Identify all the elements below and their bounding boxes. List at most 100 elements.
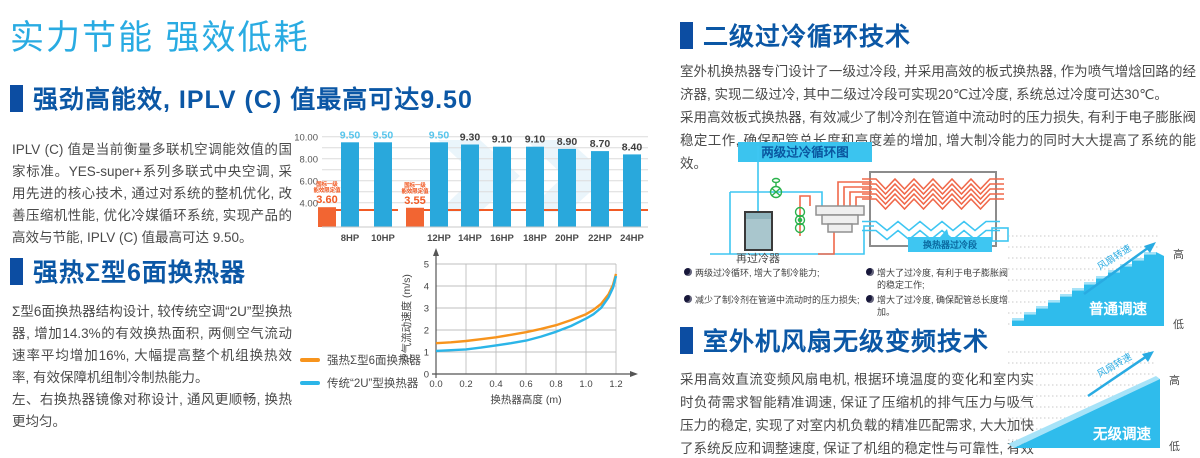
section-header-iplv: 强劲高能效, IPLV (C) 值最高可达9.50: [10, 80, 473, 116]
svg-text:9.50: 9.50: [340, 129, 361, 141]
svg-text:能效限定值: 能效限定值: [402, 187, 430, 195]
section-marker: [680, 326, 693, 354]
expansion-valve-icon: [769, 177, 783, 199]
subcool-bullets: 两级过冷循环, 增大了制冷能力; 增大了过冷度, 有利于电子膨胀阀的稳定工作; …: [684, 267, 1016, 318]
low-label: 低: [1169, 440, 1180, 453]
svg-text:3.55: 3.55: [404, 195, 425, 207]
svg-text:9.10: 9.10: [525, 134, 546, 146]
coil-badge-label: 换热器过冷段: [923, 239, 978, 250]
badge-pointer: [940, 229, 949, 237]
outlet-port: [991, 227, 1009, 242]
svg-text:14HP: 14HP: [458, 233, 482, 244]
svg-text:国标一级: 国标一级: [316, 180, 338, 188]
section-marker: [10, 84, 23, 112]
fan-speed-axis-label: 风扇转速: [1095, 350, 1134, 380]
stepless-speed-label: 无级调速: [1093, 425, 1151, 443]
speed-arrow-head: [1142, 351, 1154, 362]
sigma-paragraph: Σ型6面换热器结构设计, 较传统空调“2U”型换热器, 增加14.3%的有效换热…: [12, 301, 292, 433]
sigma-paragraph-2: 左、右换热器镜像对称设计, 通风更顺畅, 换热更均匀。: [12, 392, 292, 429]
section-header-sigma: 强热Σ型6面换热器: [10, 253, 246, 289]
low-label: 低: [1173, 318, 1184, 331]
bullet-item: 增大了过冷度, 确保配管总长度增加。: [866, 294, 1016, 318]
cycle-bullet-icon: [684, 268, 692, 276]
legend-swatch-blue: [300, 381, 320, 385]
svg-text:6.00: 6.00: [300, 176, 319, 187]
cycle-bullet-icon: [866, 295, 874, 303]
svg-text:9.50: 9.50: [373, 129, 394, 141]
bullet-text: 增大了过冷度, 有利于电子膨胀阀的稳定工作;: [877, 268, 1009, 290]
bullet-item: 两级过冷循环, 增大了制冷能力;: [684, 267, 860, 291]
svg-text:12HP: 12HP: [427, 233, 451, 244]
bullet-text: 两级过冷循环, 增大了制冷能力;: [695, 268, 820, 278]
bullet-item: 减少了制冷剂在管道中流动时的压力损失;: [684, 294, 860, 318]
svg-text:22HP: 22HP: [588, 233, 612, 244]
legend-label: 强热Σ型6面换热器: [327, 355, 422, 367]
svg-text:5: 5: [424, 260, 429, 271]
stepless-speed-graphic: 风扇转速 高 低 无级调速: [1008, 350, 1180, 453]
svg-text:16HP: 16HP: [490, 233, 514, 244]
speed-arrow: [1087, 352, 1151, 398]
diagram-title: 两级过冷循环图: [761, 145, 849, 160]
section-header-fan: 室外机风扇无级变频技术: [680, 322, 989, 358]
heat-exchanger-legend: 强热Σ型6面换热器 传统“2U”型换热器: [300, 352, 421, 391]
subcool-coil-blue: [862, 220, 1000, 241]
svg-text:0.0: 0.0: [429, 379, 442, 390]
coil-badge-box: [908, 237, 992, 252]
step-speed-label: 普通调速: [1089, 300, 1147, 318]
solenoid-valve-icon: [794, 206, 806, 234]
svg-text:4: 4: [424, 282, 429, 293]
svg-text:9.10: 9.10: [492, 134, 513, 146]
svg-text:8.70: 8.70: [590, 138, 611, 150]
ramp-edge-highlight: [1008, 376, 1160, 448]
section-title: 室外机风扇无级变频技术: [703, 328, 990, 356]
svg-text:0.8: 0.8: [549, 379, 562, 390]
subcool-paragraph-1: 室外机换热器专门设计了一级过冷段, 并采用高效的板式换热器, 作为喷气增焓回路的…: [680, 64, 1196, 102]
bullet-text: 减少了制冷剂在管道中流动时的压力损失;: [695, 295, 860, 305]
svg-text:9.30: 9.30: [460, 132, 481, 144]
sigma-paragraph-1: Σ型6面换热器结构设计, 较传统空调“2U”型换热器, 增加14.3%的有效换热…: [12, 304, 292, 385]
svg-text:18HP: 18HP: [523, 233, 547, 244]
svg-text:20HP: 20HP: [555, 233, 579, 244]
svg-text:8HP: 8HP: [341, 233, 360, 244]
svg-text:0.6: 0.6: [519, 379, 532, 390]
page-title: 实力节能 强效低耗: [10, 19, 310, 57]
airflow-line-chart: 0.0 0.2 0.4 0.6 0.8 1.0 1.2 0 1 2 3 4 5 换热器高度 (m) 空气流动…: [400, 248, 638, 406]
svg-text:3.60: 3.60: [316, 194, 337, 206]
subcooler-label: 再过冷器: [736, 252, 780, 264]
step-speed-graphic: 风扇转速 高 低 普通调速: [1008, 235, 1184, 331]
speed-arrow: [1083, 243, 1153, 296]
cyan-pipes: [710, 146, 874, 255]
section-marker: [10, 257, 23, 285]
cycle-bullet-icon: [684, 295, 692, 303]
section-header-subcool: 二级过冷循环技术: [680, 17, 911, 53]
svg-text:2: 2: [424, 326, 429, 337]
section-marker: [680, 21, 693, 49]
svg-text:空气流动速度 (m/s): 空气流动速度 (m/s): [400, 274, 413, 364]
legend-swatch-orange: [300, 358, 320, 362]
diagram-title-box: [738, 142, 872, 162]
svg-text:0.4: 0.4: [489, 379, 502, 390]
svg-text:0: 0: [424, 370, 429, 381]
condenser-coil-orange: [862, 177, 1004, 211]
svg-text:4.00: 4.00: [300, 198, 319, 209]
section-title: 强热Σ型6面换热器: [33, 259, 246, 287]
svg-text:10HP: 10HP: [371, 233, 395, 244]
subcooler-cylinder-top: [746, 213, 771, 219]
legend-label: 传统“2U”型换热器: [327, 378, 419, 390]
cycle-bullet-icon: [866, 268, 874, 276]
iplv-bar-chart: 4.006.008.0010.003.60国标一级能效限定值3.55国标一级能效…: [294, 129, 648, 244]
svg-text:1: 1: [424, 348, 429, 359]
legend-item-sigma: 强热Σ型6面换热器: [300, 352, 421, 368]
speed-arrow-head: [1144, 242, 1156, 253]
bullet-text: 增大了过冷度, 确保配管总长度增加。: [877, 295, 1009, 317]
section-title: 强劲高能效, IPLV (C) 值最高可达9.50: [33, 86, 473, 114]
svg-text:0.2: 0.2: [459, 379, 472, 390]
plate-heat-exchanger: [815, 205, 865, 233]
legend-item-2u: 传统“2U”型换热器: [300, 375, 421, 391]
iplv-paragraph: IPLV (C) 值是当前衡量多联机空调能效值的国家标准。YES-super+系…: [12, 142, 292, 245]
svg-text:9.50: 9.50: [429, 129, 450, 141]
staircase-shape: [1012, 252, 1164, 326]
bullet-item: 增大了过冷度, 有利于电子膨胀阀的稳定工作;: [866, 267, 1016, 291]
svg-text:3: 3: [424, 304, 429, 315]
